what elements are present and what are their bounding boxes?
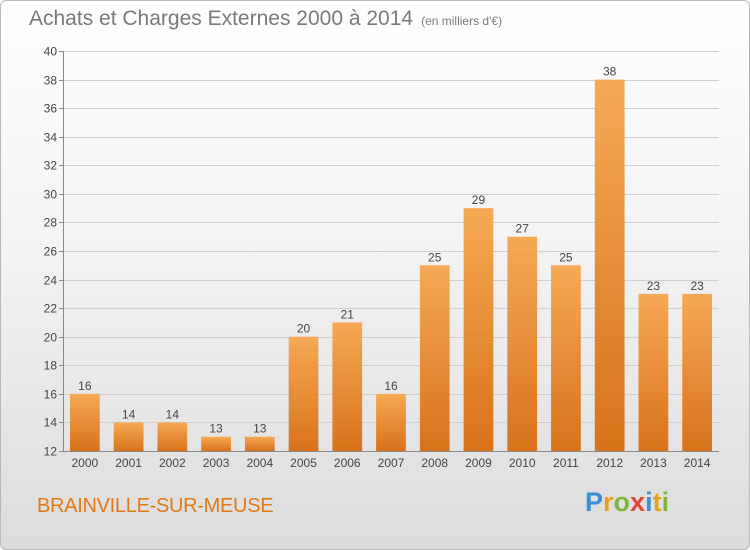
logo-letter: i [661, 487, 670, 517]
x-tick-label: 2005 [290, 456, 317, 470]
chart-title: Achats et Charges Externes 2000 à 2014 (e… [29, 7, 502, 31]
logo-letter: i [645, 487, 653, 517]
x-tick-label: 2008 [421, 456, 448, 470]
axes: 12 14 16 18 20 22 24 26 28 30 32 34 36 38 40 2000 2001 20… [44, 45, 719, 470]
logo-letter: P [585, 487, 604, 517]
bar-2008 [419, 265, 450, 451]
x-tick-label: 2009 [465, 456, 492, 470]
bar-2014 [682, 293, 713, 451]
data-label: 13 [253, 422, 267, 436]
bar-2013 [638, 293, 669, 451]
bar-2010 [507, 236, 538, 451]
y-tick-label: 24 [44, 274, 58, 288]
y-tick-label: 40 [44, 45, 58, 59]
data-label: 23 [690, 279, 704, 293]
y-tick-label: 30 [44, 188, 58, 202]
data-label: 21 [341, 307, 355, 321]
chart-title-main: Achats et Charges Externes 2000 à 2014 [29, 7, 414, 30]
y-tick-label: 14 [44, 416, 58, 430]
x-tick-label: 2002 [159, 456, 186, 470]
bar-2000 [69, 393, 100, 451]
data-label: 38 [603, 65, 617, 79]
bar-2003 [201, 436, 231, 451]
data-label: 20 [297, 322, 311, 336]
chart-unit-note: (en milliers d'€) [421, 14, 503, 28]
x-tick-label: 2004 [246, 456, 273, 470]
proxiti-logo: Proxiti [585, 487, 669, 518]
y-tick-label: 26 [44, 245, 58, 259]
data-label: 25 [428, 250, 442, 264]
x-tick-label: 2003 [203, 456, 230, 470]
y-tick-label: 16 [44, 388, 58, 402]
logo-letter: o [613, 487, 631, 517]
data-label: 13 [209, 422, 223, 436]
x-tick-label: 2013 [640, 456, 667, 470]
x-tick-label: 2012 [596, 456, 623, 470]
logo-letter: x [630, 487, 646, 517]
x-tick-label: 2001 [115, 456, 142, 470]
bar-2002 [157, 422, 188, 451]
y-tick-label: 34 [44, 131, 58, 145]
y-tick-label: 18 [44, 359, 58, 373]
y-tick-label: 12 [44, 445, 58, 459]
bar-2011 [551, 265, 581, 451]
data-label: 29 [472, 193, 486, 207]
data-label: 16 [78, 379, 92, 393]
logo-letter: r [603, 487, 614, 517]
x-tick-label: 2014 [684, 456, 711, 470]
data-label: 23 [647, 279, 661, 293]
bar-2005 [288, 336, 319, 451]
y-tick-label: 32 [44, 159, 58, 173]
bar-2009 [463, 208, 494, 451]
data-labels: 16 14 14 13 13 20 21 16 25 29 27 25 38 23 23 [78, 65, 704, 436]
data-label: 27 [516, 222, 530, 236]
logo-letter: t [652, 487, 662, 517]
bars [69, 79, 713, 452]
bar-2004 [244, 436, 275, 451]
x-tick-label: 2006 [334, 456, 361, 470]
data-label: 14 [122, 407, 136, 421]
y-tick-label: 36 [44, 102, 58, 116]
data-label: 16 [384, 379, 398, 393]
data-label: 25 [559, 250, 573, 264]
x-tick-label: 2007 [378, 456, 405, 470]
x-tick-label: 2011 [553, 456, 579, 470]
data-label: 14 [166, 407, 180, 421]
y-tick-label: 28 [44, 216, 58, 230]
y-tick-label: 20 [44, 331, 58, 345]
bar-2007 [376, 393, 406, 451]
bar-2006 [332, 322, 363, 451]
x-tick-label: 2010 [509, 456, 536, 470]
x-tick-label: 2000 [72, 456, 99, 470]
bar-2001 [113, 422, 144, 451]
commune-name: BRAINVILLE-SUR-MEUSE [37, 495, 274, 517]
bar-2012 [594, 79, 625, 452]
y-tick-label: 22 [44, 302, 58, 316]
y-tick-label: 38 [44, 74, 58, 88]
